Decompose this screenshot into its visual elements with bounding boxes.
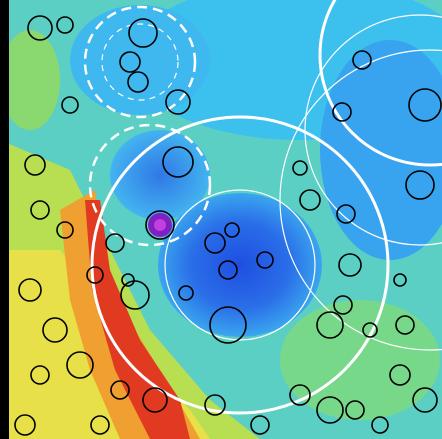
white-rings xyxy=(83,0,442,415)
craters xyxy=(14,15,442,436)
